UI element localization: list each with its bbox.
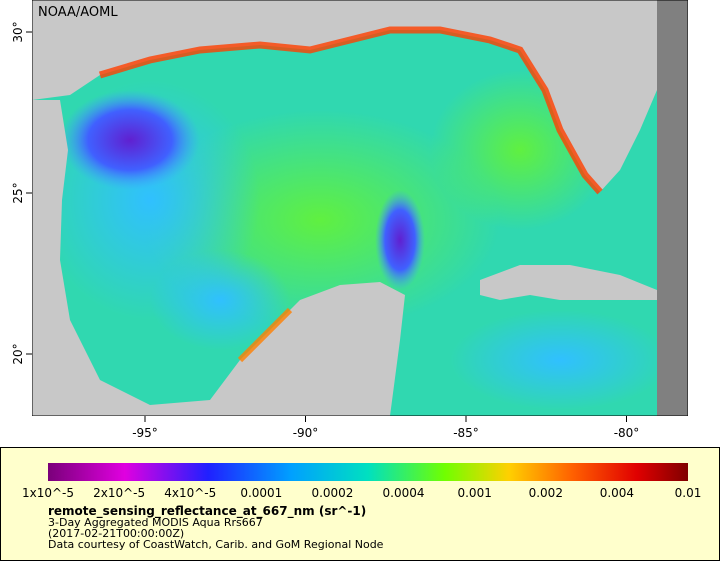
colorbar-label: 0.01 <box>675 486 702 500</box>
colorbar <box>48 463 688 481</box>
colorbar-label: 0.0001 <box>240 486 282 500</box>
credit-box <box>34 2 110 20</box>
legend-line: (2017-02-21T00:00:00Z) <box>48 527 184 540</box>
coastal-reflectance <box>98 26 603 195</box>
colorbar-label: 0.0002 <box>311 486 353 500</box>
legend-line: 3-Day Aggregated MODIS Aqua Rrs667 <box>48 516 263 529</box>
sea-pattern <box>60 90 200 190</box>
colorbar-label: 0.0004 <box>383 486 425 500</box>
land-mexico <box>32 100 405 416</box>
lat-tick-label: 25° <box>11 182 25 203</box>
credit: NOAA/AOML <box>38 5 118 20</box>
no-data-strip <box>657 0 688 416</box>
lon-tick-label: -80° <box>614 426 640 440</box>
map <box>32 0 688 416</box>
coastal-reflectance <box>237 307 293 363</box>
legend-line: Data courtesy of CoastWatch, Carib. and … <box>48 538 384 551</box>
lon-tick-label: -90° <box>293 426 319 440</box>
lat-tick-label: 20° <box>11 343 25 364</box>
land-cuba <box>480 265 657 300</box>
colorbar-labels: 1x10^-5 2x10^-5 4x10^-5 0.0001 0.0002 0.0004 0… <box>22 486 701 500</box>
sea-pattern <box>450 310 670 410</box>
variable-name: remote_sensing_reflectance_at_667_nm (sr… <box>48 504 366 519</box>
colorbar-label: 0.001 <box>457 486 491 500</box>
colorbar-label: 1x10^-5 <box>22 486 74 500</box>
lat-tick-label: 30° <box>11 21 25 42</box>
lon-tick-label: -95° <box>132 426 158 440</box>
colorbar-label: 0.002 <box>529 486 563 500</box>
colorbar-label: 4x10^-5 <box>164 486 216 500</box>
sea-pattern <box>150 250 290 350</box>
colorbar-label: 0.004 <box>600 486 634 500</box>
land-north <box>32 0 657 192</box>
lon-tick-label: -85° <box>453 426 479 440</box>
colorbar-label: 2x10^-5 <box>93 486 145 500</box>
sea-pattern <box>375 190 425 290</box>
axis-ticks: -95° -90° -85° -80° 20° 25° 30° <box>11 21 639 440</box>
